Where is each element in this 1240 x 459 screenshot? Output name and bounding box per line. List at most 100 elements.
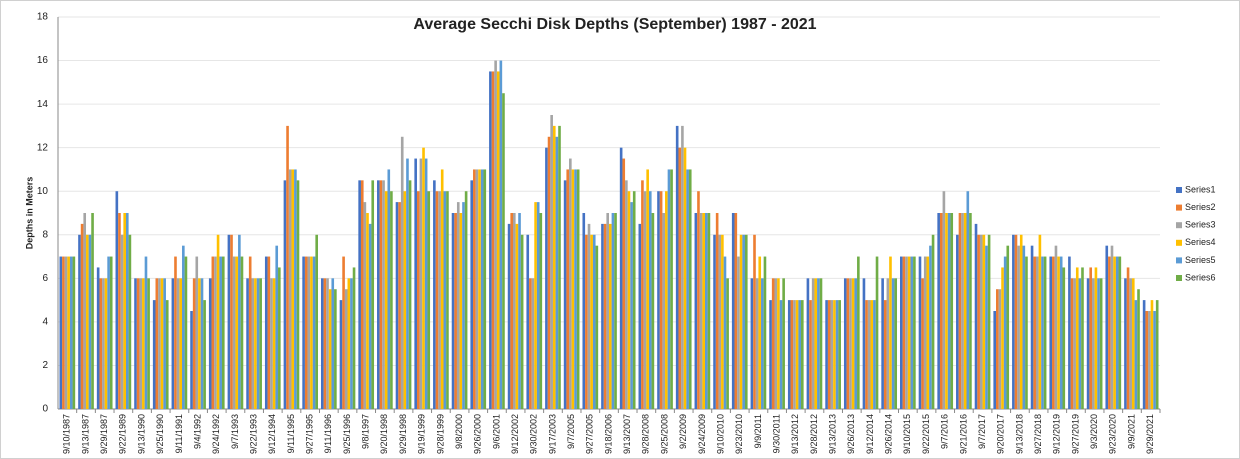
bar <box>910 256 914 409</box>
bar <box>1054 245 1058 409</box>
bar <box>563 180 567 409</box>
bar <box>867 300 871 409</box>
x-tick-label: 9/12/2019 <box>1052 414 1062 454</box>
bar <box>406 158 409 409</box>
bar <box>699 213 703 409</box>
bar <box>870 300 874 409</box>
bar <box>827 300 831 409</box>
bar <box>1142 300 1146 409</box>
bar <box>905 256 908 409</box>
bar <box>278 267 281 409</box>
y-tick-label: 14 <box>37 99 49 110</box>
legend-label: Series5 <box>1185 255 1216 265</box>
bar <box>152 300 156 409</box>
bar <box>907 256 911 409</box>
bar <box>96 267 100 409</box>
bar <box>358 180 361 409</box>
bar <box>323 278 327 409</box>
bar <box>211 256 215 409</box>
bar <box>288 169 292 409</box>
bar <box>601 223 604 409</box>
bar <box>705 213 708 409</box>
bar <box>339 300 343 409</box>
bar <box>678 147 682 409</box>
bar <box>921 278 924 409</box>
bar <box>707 213 711 409</box>
bar <box>1105 245 1109 409</box>
x-tick-label: 9/22/1993 <box>248 414 258 454</box>
bar <box>739 234 743 409</box>
bar <box>771 278 775 409</box>
x-tick-label: 9/4/1992 <box>192 414 202 449</box>
bar <box>216 234 220 409</box>
bar <box>203 300 206 409</box>
bar <box>726 278 729 409</box>
bar <box>1057 256 1060 409</box>
bar <box>240 256 244 409</box>
x-tick-label: 9/18/2006 <box>603 414 613 454</box>
bar <box>1089 267 1093 409</box>
x-tick-label: 9/28/1999 <box>435 414 445 454</box>
bar <box>814 278 818 409</box>
bar <box>758 256 762 409</box>
bar <box>1035 256 1039 409</box>
bar <box>592 234 596 409</box>
bar <box>894 278 898 409</box>
bar <box>913 256 916 409</box>
bar <box>632 191 636 409</box>
bar <box>923 256 927 409</box>
bar <box>902 256 906 409</box>
bar <box>1012 234 1015 409</box>
bar <box>120 234 124 409</box>
x-tick-label: 9/10/2015 <box>902 414 912 454</box>
bar <box>246 278 249 409</box>
legend-label: Series2 <box>1185 202 1216 212</box>
bar <box>155 278 159 409</box>
bar <box>491 71 495 409</box>
bar <box>331 278 335 409</box>
bar <box>163 278 166 409</box>
bar <box>118 213 121 409</box>
bar <box>891 278 895 409</box>
y-tick-label: 0 <box>42 404 48 415</box>
bar <box>929 245 932 409</box>
bar <box>1131 278 1135 409</box>
bar <box>558 125 561 409</box>
bar <box>688 169 692 409</box>
bar <box>1014 234 1018 409</box>
bar <box>1062 267 1066 409</box>
bar <box>849 278 852 409</box>
bar <box>801 300 804 409</box>
bar <box>1081 267 1084 409</box>
x-tick-label: 9/26/2013 <box>846 414 856 454</box>
bar <box>646 169 649 409</box>
bar <box>737 256 740 409</box>
bar <box>966 191 970 409</box>
bar <box>275 245 279 409</box>
bar <box>307 256 311 409</box>
bar <box>809 300 812 409</box>
bar <box>190 311 193 409</box>
x-tick-label: 9/7/2016 <box>940 414 950 449</box>
bar <box>459 213 463 409</box>
bar <box>681 125 684 409</box>
bar <box>518 213 521 409</box>
bar <box>414 158 417 409</box>
x-tick-label: 9/28/2008 <box>641 414 651 454</box>
bar <box>123 213 126 409</box>
bar <box>536 202 540 409</box>
bar <box>208 278 212 409</box>
bar <box>1073 278 1076 409</box>
bar <box>104 278 108 409</box>
bar <box>843 278 847 409</box>
bar <box>974 223 978 409</box>
y-tick-label: 10 <box>37 186 49 197</box>
bar <box>526 234 530 409</box>
x-tick-label: 9/26/2014 <box>884 414 894 454</box>
bar <box>230 234 233 409</box>
bar <box>659 191 663 409</box>
bar <box>1097 278 1100 409</box>
bar <box>435 191 439 409</box>
chart-title: Average Secchi Disk Depths (September) 1… <box>413 16 816 33</box>
